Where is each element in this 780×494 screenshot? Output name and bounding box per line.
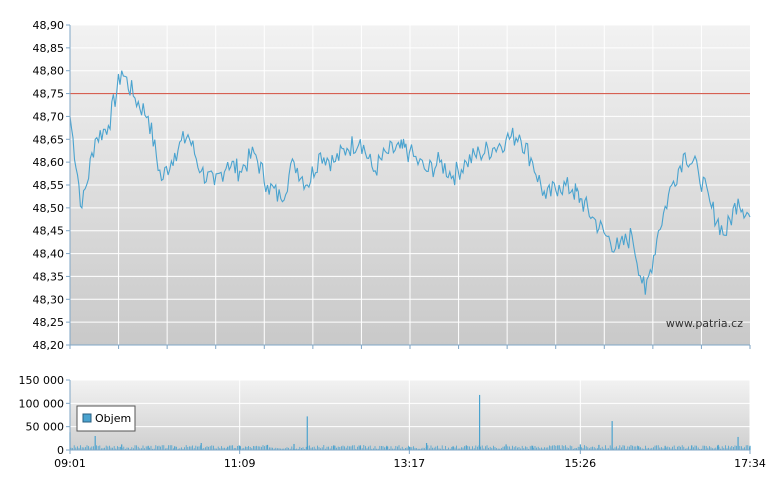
price-y-tick-label: 48,85 [33,42,65,55]
legend-swatch [82,413,92,423]
volume-x-tick-label: 13:17 [393,457,425,470]
price-y-tick-label: 48,65 [33,133,65,146]
price-y-tick-label: 48,35 [33,270,65,283]
price-y-tick-label: 48,70 [33,110,65,123]
price-y-tick-label: 48,55 [33,179,65,192]
volume-x-tick-label: 11:09 [224,457,256,470]
price-y-tick-label: 48,90 [33,19,65,32]
volume-x-tick-label: 09:01 [54,457,86,470]
volume-y-tick-label: 100 000 [19,397,65,410]
volume-y-tick-label: 150 000 [19,374,65,387]
price-y-tick-label: 48,60 [33,156,65,169]
price-y-tick-label: 48,45 [33,225,65,238]
volume-y-tick-label: 50 000 [26,421,65,434]
price-y-tick-label: 48,75 [33,88,65,101]
volume-plot-background [70,380,750,450]
volume-x-axis-ticks: 09:01 11:09 13:17 15:26 17:34 [54,450,766,470]
price-y-axis: 48,20 48,25 48,30 48,35 48,40 48,45 48,50 48,55… [33,19,70,352]
legend-label: Objem [95,412,131,425]
watermark: www.patria.cz [666,317,743,330]
legend: Objem [76,405,136,432]
price-x-ticks [69,345,751,349]
volume-y-axis: 0 50 000 100 000 150 000 [19,374,70,457]
price-y-tick-label: 48,30 [33,293,65,306]
volume-x-tick-label: 15:26 [564,457,596,470]
volume-baseline-bars [70,445,750,450]
price-y-tick-label: 48,50 [33,202,65,215]
price-y-tick-label: 48,20 [33,339,65,352]
volume-x-tick-label: 17:34 [734,457,766,470]
volume-y-tick-label: 0 [57,444,64,457]
price-grid [70,24,750,346]
price-y-tick-label: 48,40 [33,248,65,261]
price-y-tick-label: 48,80 [33,65,65,78]
price-y-tick-label: 48,25 [33,316,65,329]
price-line [69,70,751,295]
